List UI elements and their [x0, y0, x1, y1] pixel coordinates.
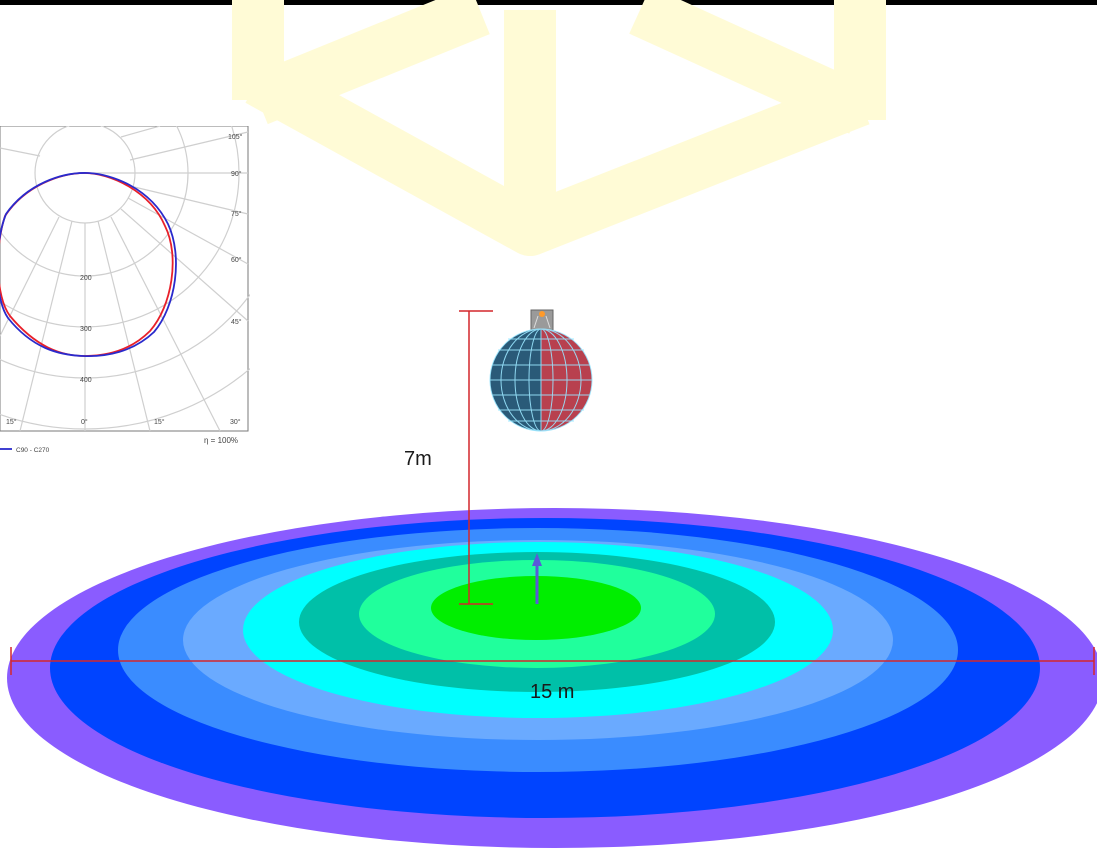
curve-c90-c270 — [0, 172, 177, 357]
angle-label-60: 60° — [231, 256, 242, 264]
globe-luminaire-icon[interactable] — [480, 308, 600, 438]
top-bar — [0, 0, 1097, 5]
height-label: 7m — [404, 448, 432, 470]
radial-label-400: 400 — [80, 377, 92, 384]
angle-label-15-right: 15° — [154, 418, 165, 426]
polar-diagram-panel: 105° 90° 75° 60° 45° 30° 15° 0° 15° 200 … — [0, 0, 342, 456]
angle-label-15-left: 15° — [6, 418, 17, 426]
ring-8 — [431, 576, 641, 640]
width-label: 15 m — [530, 681, 575, 703]
angle-label-45: 45° — [231, 318, 242, 326]
legend-label: C90 - C270 — [16, 447, 50, 454]
polar-diagram: 105° 90° 75° 60° 45° 30° 15° 0° 15° 200 … — [0, 0, 342, 454]
angle-label-105: 105° — [228, 133, 243, 141]
angle-label-75: 75° — [231, 210, 242, 218]
efficiency-label: η = 100% — [204, 436, 238, 445]
angle-label-30: 30° — [230, 418, 241, 426]
normal-arrow-head — [532, 553, 542, 566]
radial-label-200: 200 — [80, 275, 92, 282]
radial-label-300: 300 — [80, 326, 92, 333]
angle-labels: 105° 90° 75° 60° 45° 30° 15° 0° 15° 200 … — [6, 133, 243, 426]
angle-label-0: 0° — [81, 418, 88, 426]
angle-label-90: 90° — [231, 170, 242, 178]
